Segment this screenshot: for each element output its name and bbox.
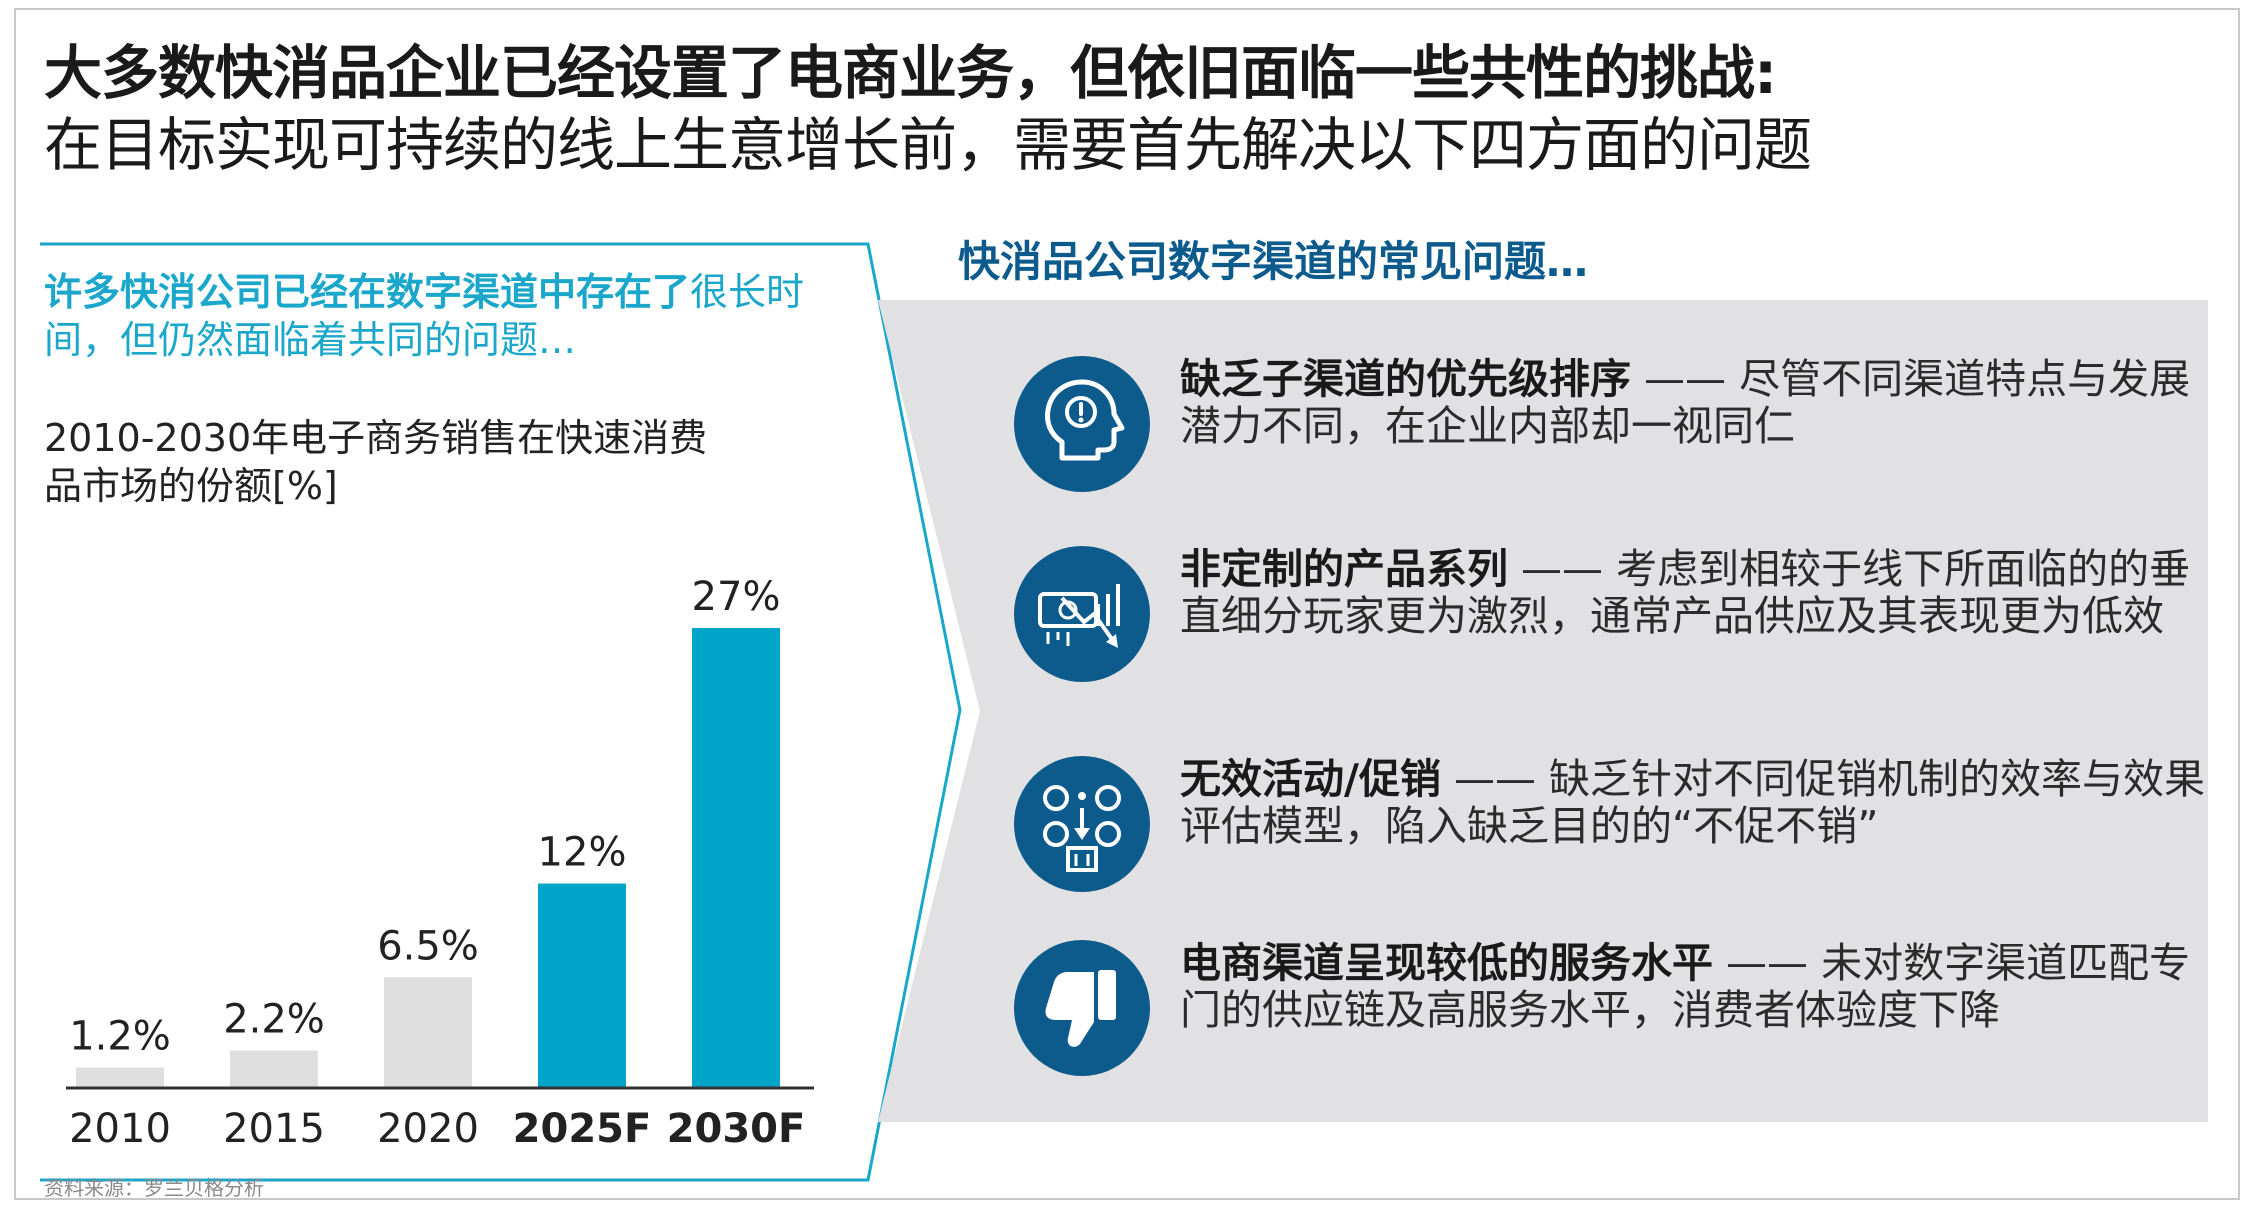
slide-title: 大多数快消品企业已经设置了电商业务，但依旧面临一些共性的挑战:	[44, 39, 1777, 107]
promotion-icon	[1014, 756, 1150, 892]
bar	[76, 1067, 164, 1088]
slide-subtitle: 在目标实现可持续的线上生意增长前，需要首先解决以下四方面的问题	[44, 111, 1812, 179]
bar	[230, 1050, 318, 1088]
slide-frame	[14, 8, 2240, 1200]
data-label: 6.5%	[377, 923, 479, 969]
issue-description: —— 未对数字渠道匹配专门的供应链及高服务水平，消费者体验度下降	[1180, 939, 2191, 1034]
money-decline-icon	[1014, 546, 1150, 682]
issue-text: 电商渠道呈现较低的服务水平 —— 未对数字渠道匹配专门的供应链及高服务水平，消费…	[1180, 940, 2210, 1034]
issue-title: 无效活动/促销	[1180, 755, 1441, 803]
left-heading-strong: 许多快消公司已经在数字渠道中存在了	[44, 270, 691, 314]
issue-text: 无效活动/促销 —— 缺乏针对不同促销机制的效率与效果评估模型，陷入缺乏目的的“…	[1180, 756, 2210, 850]
head-question-icon	[1014, 356, 1150, 492]
issue-title: 缺乏子渠道的优先级排序	[1180, 355, 1631, 403]
x-tick-label: 2025F	[513, 1106, 652, 1152]
x-tick-label: 2020	[377, 1106, 479, 1152]
bar	[538, 883, 626, 1088]
issue-description: —— 缺乏针对不同促销机制的效率与效果评估模型，陷入缺乏目的的“不促不销”	[1180, 755, 2206, 850]
chart-title: 2010-2030年电子商务销售在快速消费品市场的份额[%]	[44, 416, 708, 508]
x-tick-label: 2010	[69, 1106, 171, 1152]
data-label: 1.2%	[69, 1014, 171, 1060]
left-heading-rest: 很长时间，但仍然面临着共同的问题…	[44, 270, 805, 362]
issue-description: —— 考虑到相较于线下所面临的的垂直细分玩家更为激烈，通常产品供应及其表现更为低…	[1180, 545, 2191, 640]
bar	[384, 977, 472, 1088]
issue-description: —— 尽管不同渠道特点与发展潜力不同，在企业内部却一视同仁	[1180, 355, 2191, 450]
left-panel-heading: 许多快消公司已经在数字渠道中存在了很长时间，但仍然面临着共同的问题…	[44, 268, 844, 364]
bar	[692, 628, 780, 1088]
thumbs-down-icon	[1014, 940, 1150, 1076]
issue-text: 非定制的产品系列 —— 考虑到相较于线下所面临的的垂直细分玩家更为激烈，通常产品…	[1180, 546, 2210, 640]
data-label: 27%	[692, 574, 781, 620]
issue-title: 电商渠道呈现较低的服务水平	[1180, 939, 1713, 987]
right-panel-heading: 快消品公司数字渠道的常见问题…	[958, 237, 1589, 286]
data-label: 12%	[538, 830, 627, 876]
data-label: 2.2%	[223, 997, 325, 1043]
source-note: 资料来源：罗兰贝格分析	[44, 1176, 264, 1200]
issue-title: 非定制的产品系列	[1180, 545, 1508, 593]
x-tick-label: 2030F	[667, 1106, 806, 1152]
x-tick-label: 2015	[223, 1106, 325, 1152]
issue-text: 缺乏子渠道的优先级排序 —— 尽管不同渠道特点与发展潜力不同，在企业内部却一视同…	[1180, 356, 2210, 450]
